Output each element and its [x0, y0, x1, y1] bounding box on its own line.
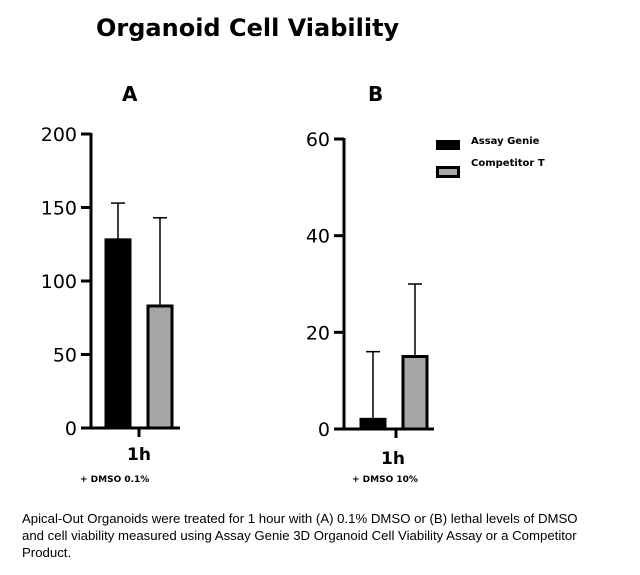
bar-assay-genie	[359, 417, 387, 431]
y-tick-label: 20	[306, 322, 330, 344]
legend: Assay Genie Competitor T	[436, 136, 545, 178]
bar-competitor	[146, 304, 174, 430]
panel-a: A 0 50 100 150 200 1h + DMSO 0.1%	[41, 82, 180, 485]
legend-label-assay-genie: Assay Genie	[471, 136, 540, 147]
legend-swatch-assay-genie	[436, 140, 460, 150]
y-tick-label: 40	[306, 226, 330, 248]
panel-b: B 0 20 40 60 1h + DMSO 10% Assay Genie Comp…	[306, 82, 545, 485]
y-tick-label: 60	[306, 129, 330, 151]
y-tick-label: 50	[53, 345, 77, 367]
bar-competitor	[401, 355, 429, 431]
y-tick-label: 0	[65, 418, 77, 440]
legend-label-competitor: Competitor T	[471, 158, 545, 169]
y-tick-label: 150	[41, 198, 77, 220]
panel-a-category-label: 1h	[127, 445, 151, 465]
y-tick-label: 0	[318, 419, 330, 441]
chart-title: Organoid Cell Viability	[96, 14, 400, 42]
panel-b-condition-label: + DMSO 10%	[352, 475, 418, 485]
figure-caption: Apical-Out Organoids were treated for 1 …	[22, 511, 578, 560]
panel-b-category-label: 1h	[381, 449, 405, 469]
panel-a-condition-label: + DMSO 0.1%	[80, 475, 149, 485]
panel-b-letter: B	[368, 82, 383, 106]
y-tick-label: 100	[41, 271, 77, 293]
legend-swatch-competitor	[436, 166, 460, 178]
bar-assay-genie	[104, 238, 132, 430]
panel-a-letter: A	[122, 82, 138, 106]
y-tick-label: 200	[41, 124, 77, 146]
